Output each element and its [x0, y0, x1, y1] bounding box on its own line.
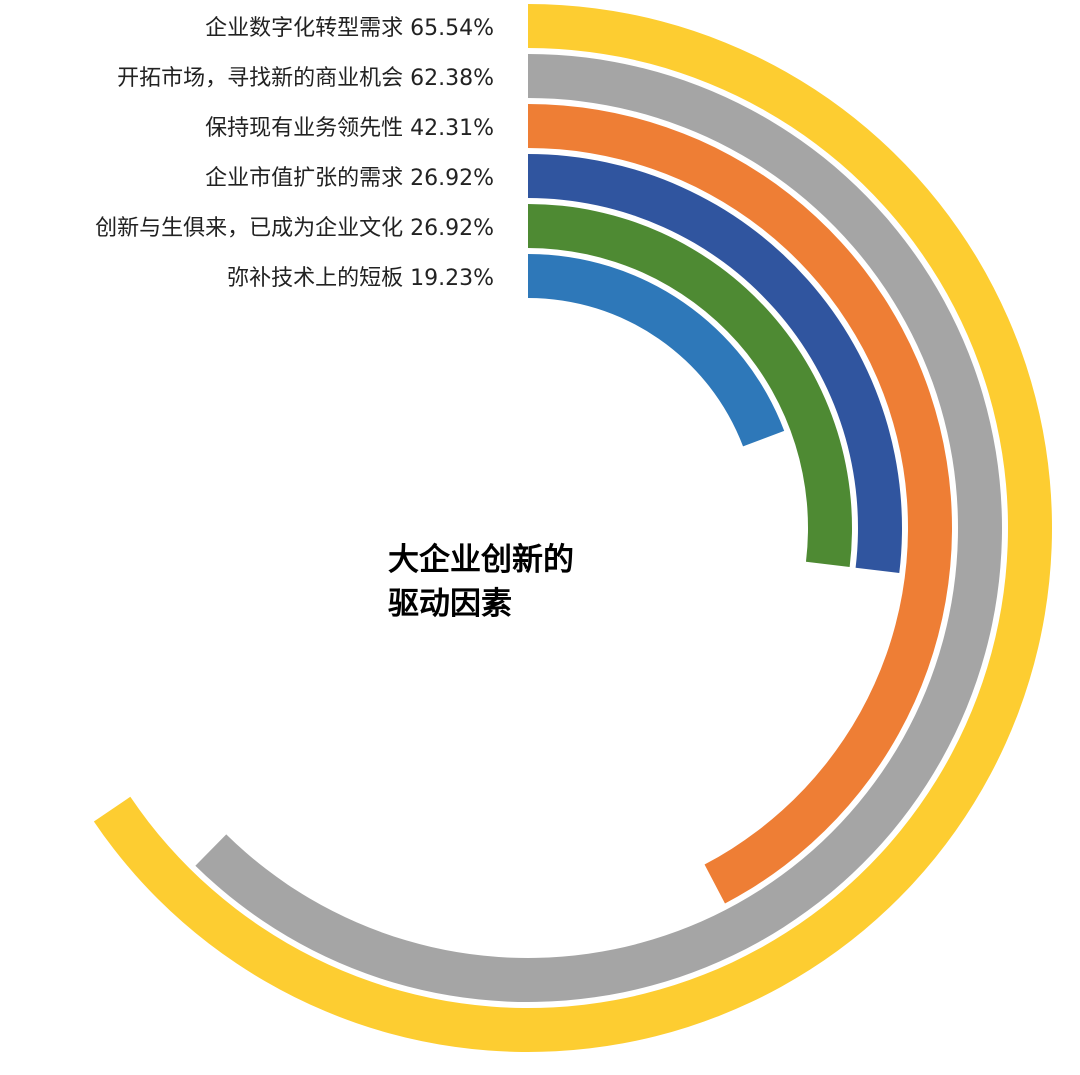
series-label-6: 弥补技术上的短板 19.23% — [227, 266, 494, 291]
series-label-4: 企业市值扩张的需求 26.92% — [205, 166, 494, 191]
arc-bar-4 — [528, 154, 902, 574]
arc-bar-2 — [195, 54, 1002, 1002]
arc-bar-6 — [528, 254, 785, 447]
series-value-6: 19.23% — [403, 266, 494, 291]
series-value-1: 65.54% — [403, 16, 494, 41]
chart-title-line-1: 大企业创新的 — [388, 542, 574, 578]
series-label-2: 开拓市场，寻找新的商业机会 62.38% — [117, 66, 494, 91]
series-value-5: 26.92% — [403, 216, 494, 241]
arcs-layer — [93, 4, 1053, 1053]
series-name-2: 开拓市场，寻找新的商业机会 — [117, 66, 403, 91]
series-label-3: 保持现有业务领先性 42.31% — [205, 116, 494, 141]
series-name-1: 企业数字化转型需求 — [205, 16, 403, 41]
series-name-5: 创新与生俱来，已成为企业文化 — [95, 216, 403, 241]
arc-bar-3 — [528, 104, 952, 904]
series-label-5: 创新与生俱来，已成为企业文化 26.92% — [95, 216, 494, 241]
series-value-3: 42.31% — [403, 116, 494, 141]
arc-bar-5 — [528, 204, 853, 567]
chart-title: 大企业创新的 驱动因素 — [388, 542, 574, 622]
series-name-4: 企业市值扩张的需求 — [205, 166, 403, 191]
series-label-1: 企业数字化转型需求 65.54% — [205, 16, 494, 41]
labels-layer: 企业数字化转型需求 65.54%开拓市场，寻找新的商业机会 62.38%保持现有… — [95, 16, 494, 291]
series-name-6: 弥补技术上的短板 — [227, 266, 403, 291]
series-value-2: 62.38% — [403, 66, 494, 91]
chart-title-line-2: 驱动因素 — [388, 586, 512, 622]
series-value-4: 26.92% — [403, 166, 494, 191]
series-name-3: 保持现有业务领先性 — [205, 116, 403, 141]
